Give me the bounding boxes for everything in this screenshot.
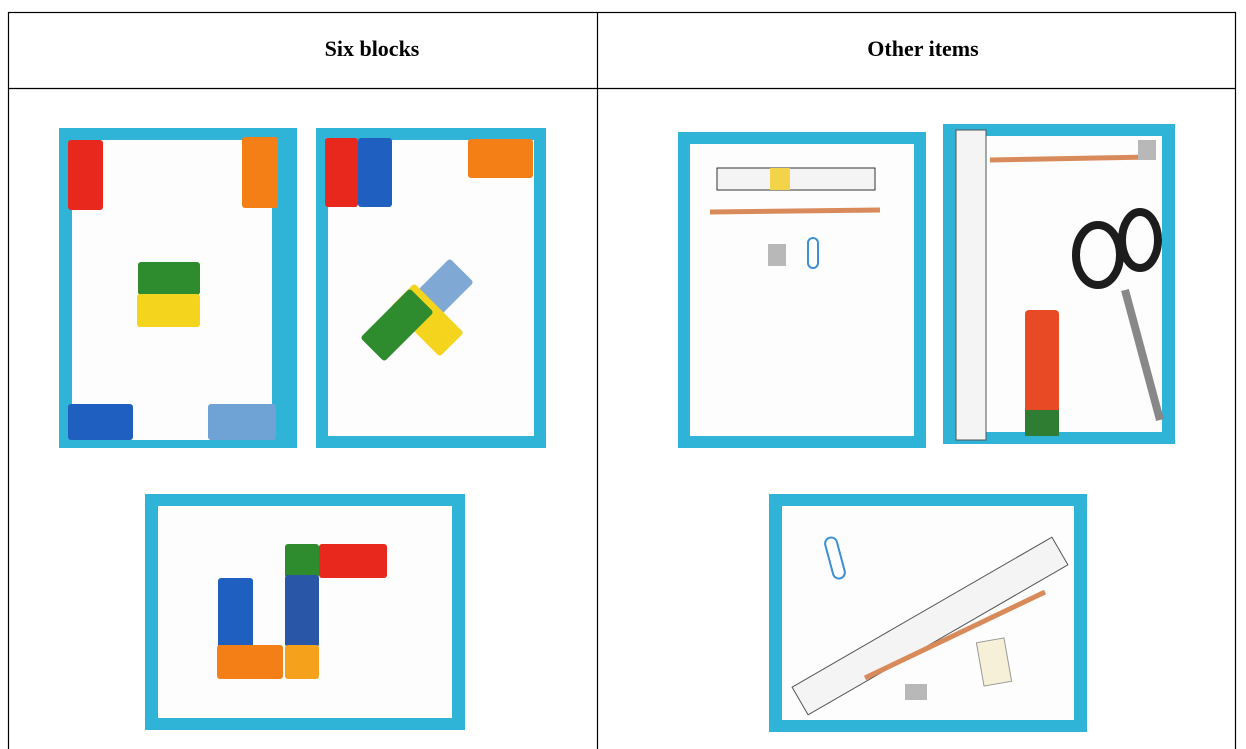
photo <box>678 132 926 448</box>
photo <box>145 494 465 730</box>
header-cell: Other items <box>867 36 979 61</box>
photo <box>769 494 1087 732</box>
photo <box>316 128 546 448</box>
photo <box>59 128 297 448</box>
photo <box>943 124 1175 444</box>
header-cell: Six blocks <box>325 36 420 61</box>
table-frame <box>7 11 1237 749</box>
